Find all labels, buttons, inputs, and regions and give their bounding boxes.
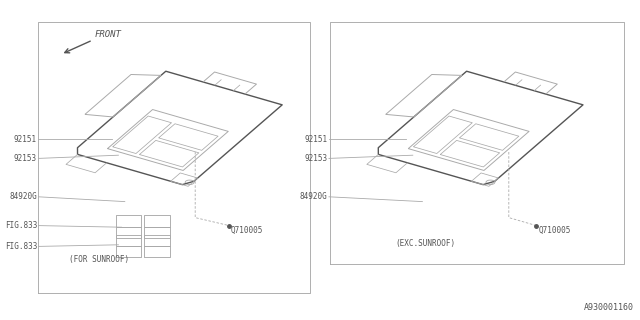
Text: 92153: 92153 — [305, 154, 328, 163]
Text: (EXC.SUNROOF): (EXC.SUNROOF) — [396, 239, 456, 248]
Text: FIG.833: FIG.833 — [4, 242, 37, 251]
Text: FRONT: FRONT — [95, 30, 122, 39]
Text: 92151: 92151 — [305, 135, 328, 144]
Text: 84920G: 84920G — [10, 192, 37, 201]
Text: FIG.833: FIG.833 — [4, 221, 37, 230]
Text: 92153: 92153 — [14, 154, 37, 163]
Text: 84920G: 84920G — [300, 192, 328, 201]
Text: 92151: 92151 — [14, 135, 37, 144]
Text: Q710005: Q710005 — [539, 226, 572, 235]
Text: A930001160: A930001160 — [584, 303, 634, 312]
Text: (FOR SUNROOF): (FOR SUNROOF) — [69, 255, 129, 264]
Text: Q710005: Q710005 — [230, 226, 263, 235]
